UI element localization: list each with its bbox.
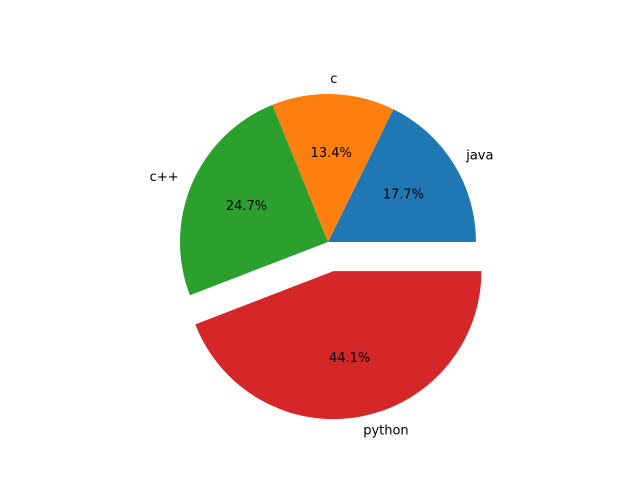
pie-slice-c bbox=[272, 94, 394, 242]
slice-label-python: python bbox=[363, 424, 408, 439]
slice-pct-c: 13.4% bbox=[311, 146, 352, 161]
pie-slice-python bbox=[195, 271, 482, 420]
slice-label-c: c bbox=[330, 72, 337, 87]
slice-pct-python: 44.1% bbox=[329, 351, 370, 366]
pie-labels: java 17.7% c 13.4% c++ 24.7% python 44.1% bbox=[150, 72, 494, 439]
slice-label-java: java bbox=[465, 148, 493, 163]
slice-pct-cplusplus: 24.7% bbox=[226, 199, 267, 214]
pie-slice-cplusplus bbox=[180, 104, 328, 296]
slice-label-cplusplus: c++ bbox=[150, 170, 179, 185]
pie-slice-java bbox=[328, 109, 476, 242]
pie-slices bbox=[180, 94, 482, 420]
slice-pct-java: 17.7% bbox=[383, 188, 424, 203]
